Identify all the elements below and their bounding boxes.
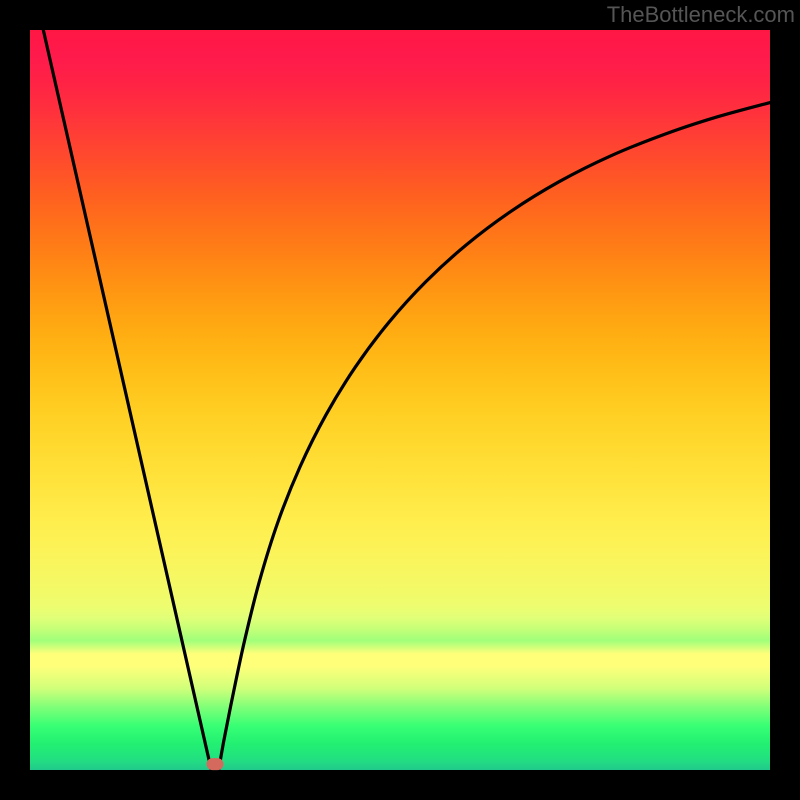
chart-container: TheBottleneck.com	[0, 0, 800, 800]
gradient-background	[30, 30, 770, 770]
min-point-marker	[207, 758, 224, 770]
bottleneck-chart	[0, 0, 800, 800]
